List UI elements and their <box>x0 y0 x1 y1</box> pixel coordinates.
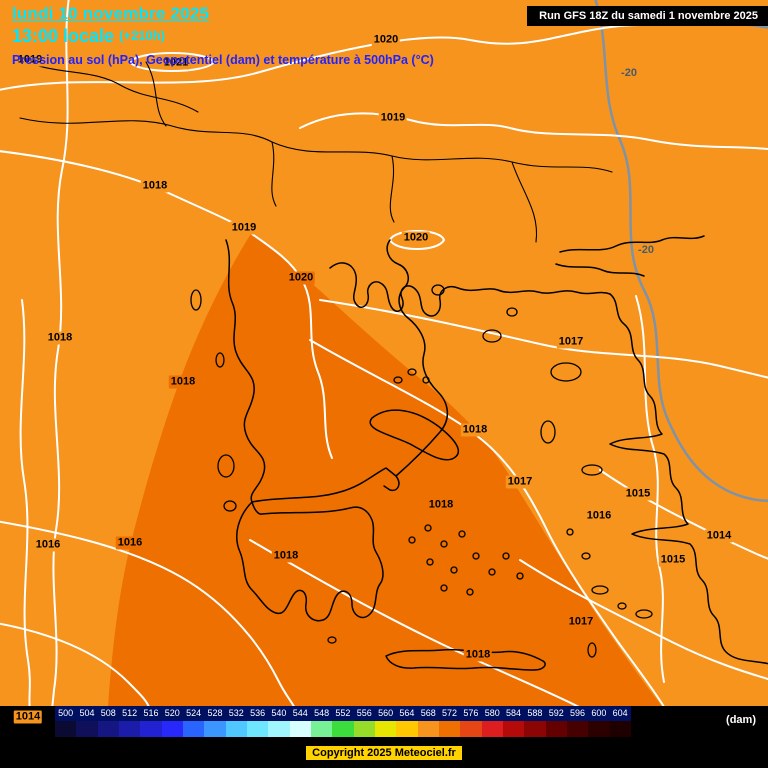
legend-value: 500 <box>58 708 74 718</box>
legend-swatch <box>502 721 525 737</box>
weather-map <box>0 0 768 706</box>
legend-swatch <box>182 721 205 737</box>
legend-swatch <box>460 721 482 737</box>
legend-value: 540 <box>271 708 287 718</box>
legend-value: 508 <box>100 708 116 718</box>
legend-value: 572 <box>442 708 458 718</box>
legend-value: 604 <box>612 708 628 718</box>
run-info-box: Run GFS 18Z du samedi 1 novembre 2025 <box>527 6 768 26</box>
legend-swatch <box>353 721 375 737</box>
legend-value: 584 <box>506 708 522 718</box>
legend-swatch <box>417 721 439 737</box>
legend-value: 524 <box>186 708 202 718</box>
legend-value: 568 <box>420 708 436 718</box>
legend-swatch <box>289 721 311 737</box>
legend-swatch <box>588 721 610 737</box>
forecast-offset-text: (+210h) <box>119 28 165 43</box>
islands <box>190 284 653 658</box>
legend-value: 560 <box>378 708 394 718</box>
legend-swatch <box>332 721 354 737</box>
legend-value: 564 <box>399 708 415 718</box>
map-header: lundi 10 novembre 2025 13:00 locale (+21… <box>12 4 434 67</box>
legend-swatch <box>396 721 418 737</box>
time-text: 13:00 locale (+210h) <box>12 26 434 47</box>
legend-swatch <box>140 721 162 737</box>
legend-value: 552 <box>335 708 351 718</box>
country-borders <box>19 59 613 243</box>
legend-swatch <box>97 721 119 737</box>
copyright-bar: Copyright 2025 Meteociel.fr <box>0 737 768 768</box>
legend-value: 528 <box>207 708 223 718</box>
legend-swatch <box>481 721 503 737</box>
legend-value: 600 <box>591 708 607 718</box>
legend-value: 536 <box>250 708 266 718</box>
legend-swatch <box>118 721 141 737</box>
legend-swatch <box>268 721 290 737</box>
legend-value: 576 <box>463 708 479 718</box>
coastlines <box>19 59 768 671</box>
legend-swatch <box>524 721 546 737</box>
legend-value: 556 <box>356 708 372 718</box>
legend-swatch <box>161 721 183 737</box>
legend-value: 548 <box>314 708 330 718</box>
copyright-text: Copyright 2025 Meteociel.fr <box>306 745 462 760</box>
legend-value: 588 <box>527 708 543 718</box>
legend-swatch <box>609 721 631 737</box>
legend-value: 532 <box>228 708 244 718</box>
local-time-text: 13:00 locale <box>12 26 115 46</box>
map-subtitle: Pression au sol (hPa), Geopotentiel (dam… <box>12 53 434 67</box>
legend-swatch <box>246 721 269 737</box>
legend-swatch <box>204 721 226 737</box>
legend-value: 580 <box>484 708 500 718</box>
legend-swatch <box>76 721 98 737</box>
legend-swatch <box>310 721 333 737</box>
legend-swatch <box>374 721 397 737</box>
legend-value: 512 <box>122 708 138 718</box>
date-text: lundi 10 novembre 2025 <box>12 4 210 23</box>
legend-value: 504 <box>79 708 95 718</box>
legend-swatch <box>225 721 247 737</box>
legend-swatch <box>566 721 589 737</box>
legend-value: 544 <box>292 708 308 718</box>
legend-swatch <box>55 721 77 737</box>
legend-value: 596 <box>570 708 586 718</box>
legend-bar: 500 504 508 512 516 520 524 528 532 536 540 544 548 5… <box>0 706 768 768</box>
legend-swatch <box>545 721 567 737</box>
legend-unit-label: (dam) <box>726 714 756 726</box>
legend-value: 516 <box>143 708 159 718</box>
legend-values-row: 500 504 508 512 516 520 524 528 532 536 540 544 548 5… <box>55 706 631 721</box>
legend-swatch <box>438 721 461 737</box>
legend-value: 520 <box>164 708 180 718</box>
legend-value: 592 <box>548 708 564 718</box>
legend-color-scale <box>55 721 631 737</box>
